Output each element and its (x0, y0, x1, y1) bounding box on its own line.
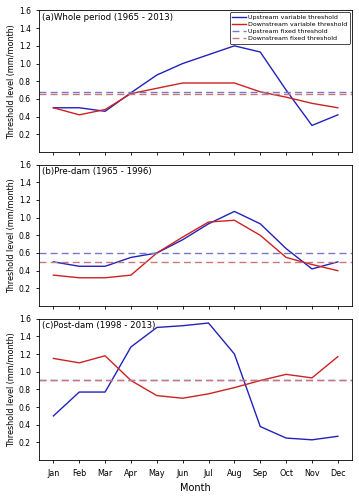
Y-axis label: Threshold level (mm/month): Threshold level (mm/month) (7, 24, 16, 138)
Text: (b)Pre-dam (1965 - 1996): (b)Pre-dam (1965 - 1996) (42, 168, 152, 176)
X-axis label: Month: Month (180, 483, 211, 493)
Text: (c)Post-dam (1998 - 2013): (c)Post-dam (1998 - 2013) (42, 322, 156, 330)
Y-axis label: Threshold level (mm/month): Threshold level (mm/month) (7, 332, 16, 447)
Legend: Upstream variable threshold, Downstream variable threshold, Upstream fixed thres: Upstream variable threshold, Downstream … (230, 12, 350, 44)
Text: (a)Whole period (1965 - 2013): (a)Whole period (1965 - 2013) (42, 14, 173, 22)
Y-axis label: Threshold level (mm/month): Threshold level (mm/month) (7, 178, 16, 292)
